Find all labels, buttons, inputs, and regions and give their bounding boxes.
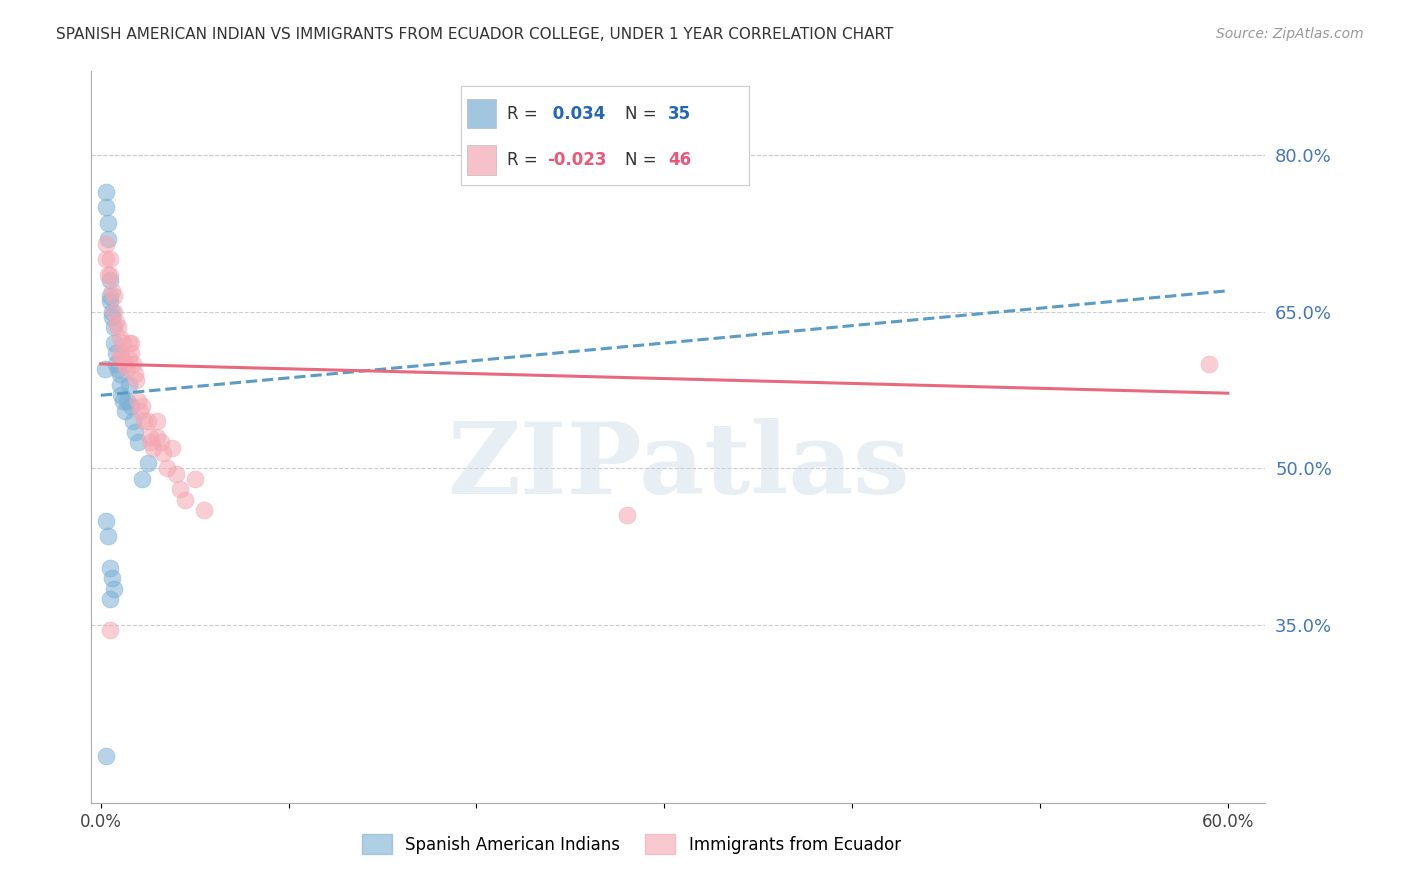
Point bbox=[97, 529, 120, 543]
Point bbox=[104, 357, 127, 371]
Point bbox=[98, 592, 121, 607]
Point bbox=[114, 404, 136, 418]
Point bbox=[193, 503, 215, 517]
Point bbox=[115, 393, 138, 408]
Point bbox=[103, 336, 125, 351]
Point bbox=[103, 304, 125, 318]
Point bbox=[118, 336, 141, 351]
Point bbox=[96, 748, 118, 763]
Point bbox=[98, 268, 121, 282]
Text: SPANISH AMERICAN INDIAN VS IMMIGRANTS FROM ECUADOR COLLEGE, UNDER 1 YEAR CORRELA: SPANISH AMERICAN INDIAN VS IMMIGRANTS FR… bbox=[56, 27, 894, 42]
Point bbox=[120, 336, 142, 351]
Point bbox=[98, 289, 121, 303]
Point bbox=[118, 377, 141, 392]
Point bbox=[146, 414, 169, 428]
Point bbox=[136, 414, 159, 428]
Point bbox=[124, 425, 146, 439]
Point bbox=[107, 362, 129, 376]
Point bbox=[96, 252, 118, 267]
Point bbox=[165, 467, 187, 481]
Point bbox=[121, 357, 143, 371]
Point bbox=[174, 492, 197, 507]
Point bbox=[131, 399, 153, 413]
Point bbox=[127, 435, 149, 450]
Point bbox=[112, 393, 135, 408]
Point bbox=[96, 236, 118, 251]
Point bbox=[124, 368, 146, 382]
Point bbox=[101, 310, 124, 324]
Point bbox=[97, 216, 120, 230]
Point bbox=[125, 373, 148, 387]
Text: Source: ZipAtlas.com: Source: ZipAtlas.com bbox=[1216, 27, 1364, 41]
Point bbox=[131, 472, 153, 486]
Point bbox=[142, 441, 165, 455]
Point bbox=[104, 315, 127, 329]
Point bbox=[152, 446, 174, 460]
Point bbox=[108, 331, 131, 345]
Point bbox=[129, 404, 152, 418]
Point bbox=[98, 624, 121, 638]
Point bbox=[96, 514, 118, 528]
Point bbox=[96, 185, 118, 199]
Point bbox=[120, 399, 142, 413]
Point bbox=[138, 430, 160, 444]
Point bbox=[110, 388, 132, 402]
Point bbox=[160, 441, 183, 455]
Point bbox=[97, 231, 120, 245]
Point bbox=[96, 200, 118, 214]
Point bbox=[616, 508, 638, 523]
Point bbox=[146, 430, 169, 444]
Point bbox=[115, 362, 138, 376]
Point bbox=[101, 284, 124, 298]
Point bbox=[110, 351, 132, 366]
Point bbox=[93, 362, 115, 376]
Point bbox=[1198, 357, 1220, 371]
Point bbox=[98, 294, 121, 309]
Point bbox=[101, 304, 124, 318]
Point bbox=[107, 320, 129, 334]
Point bbox=[118, 351, 141, 366]
Point bbox=[114, 357, 136, 371]
Point bbox=[121, 414, 143, 428]
Point bbox=[112, 336, 135, 351]
Point bbox=[149, 435, 172, 450]
Point bbox=[98, 560, 121, 574]
Point bbox=[120, 346, 142, 360]
Point bbox=[136, 456, 159, 470]
Point bbox=[108, 377, 131, 392]
Point bbox=[132, 414, 155, 428]
Point bbox=[112, 351, 135, 366]
Point bbox=[103, 320, 125, 334]
Point bbox=[127, 393, 149, 408]
Point bbox=[108, 346, 131, 360]
Point bbox=[101, 571, 124, 585]
Point bbox=[104, 346, 127, 360]
Point bbox=[103, 582, 125, 596]
Point bbox=[108, 368, 131, 382]
Point bbox=[98, 273, 121, 287]
Point bbox=[103, 289, 125, 303]
Point bbox=[183, 472, 205, 486]
Point bbox=[98, 252, 121, 267]
Point bbox=[141, 435, 163, 450]
Legend: Spanish American Indians, Immigrants from Ecuador: Spanish American Indians, Immigrants fro… bbox=[356, 828, 907, 860]
Text: ZIPatlas: ZIPatlas bbox=[447, 417, 910, 515]
Point bbox=[155, 461, 177, 475]
Point bbox=[97, 268, 120, 282]
Point bbox=[169, 483, 191, 497]
